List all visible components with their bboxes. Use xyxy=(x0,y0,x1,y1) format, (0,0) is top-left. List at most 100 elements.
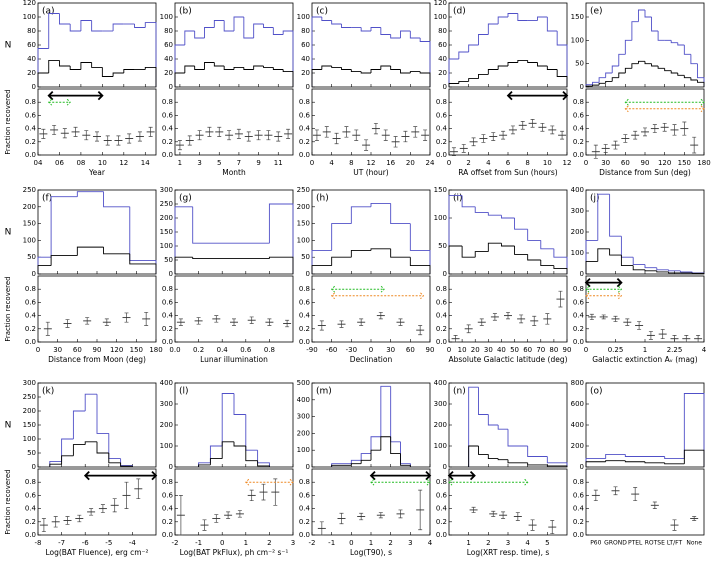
y-axis-label: N xyxy=(5,228,12,238)
hist-step xyxy=(527,229,541,241)
fraction-tick-label: 0.6 xyxy=(162,298,174,306)
x-tick-label: 16 xyxy=(386,159,395,167)
hist-step xyxy=(468,445,479,467)
hist-step xyxy=(263,66,274,68)
fraction-tick-label: 0.6 xyxy=(436,298,448,306)
y-tick-label: 400 xyxy=(571,186,584,194)
hist-step xyxy=(233,393,246,415)
fraction-tick-label: 0.6 xyxy=(162,111,174,119)
x-tick-label: 60 xyxy=(621,159,630,167)
hist-step xyxy=(96,394,109,434)
x-tick-label: 3 xyxy=(197,159,201,167)
fraction-tick-label: 0.6 xyxy=(25,111,37,119)
fraction-frame xyxy=(311,468,431,536)
hist-step xyxy=(253,23,264,38)
fraction-tick-label: 0.0 xyxy=(299,338,310,346)
fraction-tick-label: 0.4 xyxy=(162,125,174,133)
hist-step xyxy=(370,248,391,251)
hist-step xyxy=(474,251,489,258)
hist-step xyxy=(657,66,665,69)
hist-step xyxy=(644,461,665,464)
fraction-tick-label: 0.4 xyxy=(25,125,37,133)
y-tick-label: 0 xyxy=(580,270,584,278)
hist-step xyxy=(120,462,133,467)
hist-step xyxy=(360,453,371,461)
range-arrow xyxy=(624,105,705,113)
x-tick-label: -7 xyxy=(58,539,65,547)
x-tick-label: 9 xyxy=(256,159,260,167)
y-tick-label: 100 xyxy=(23,13,36,21)
x-tick-label: -6 xyxy=(82,539,90,547)
hist-step xyxy=(192,206,270,244)
x-tick-label: 0.8 xyxy=(264,346,275,354)
hist-frame xyxy=(311,189,431,275)
fraction-tick-label: 0.6 xyxy=(573,491,585,499)
hist-step xyxy=(585,458,606,467)
fraction-tick-label: 0.0 xyxy=(162,531,173,539)
fraction-tick-label: 0.2 xyxy=(162,138,173,146)
x-tick-label: 20 xyxy=(471,346,480,354)
hist-step xyxy=(514,246,528,255)
hist-step xyxy=(370,202,391,207)
hist-step xyxy=(537,62,548,67)
hist-step xyxy=(84,393,97,411)
x-tick-label: 90 xyxy=(426,346,435,354)
hist-step xyxy=(487,212,502,216)
hist-step xyxy=(409,223,431,274)
hist-step xyxy=(380,385,391,437)
range-arrow xyxy=(48,98,71,106)
y-tick-label: 100 xyxy=(160,13,173,21)
panel-label: (b) xyxy=(179,7,192,17)
range-arrow xyxy=(585,292,623,300)
x-tick-label: -1 xyxy=(328,539,335,547)
y-tick-label: 400 xyxy=(160,379,173,387)
hist-step xyxy=(691,272,705,274)
hist-step xyxy=(478,387,489,415)
hist-frame xyxy=(448,382,568,468)
x-tick-label: 2.25 xyxy=(667,346,683,354)
fraction-tick-label: 0.6 xyxy=(573,111,585,119)
hist-step xyxy=(668,271,681,274)
hist-step xyxy=(598,77,606,83)
y-tick-label: 100 xyxy=(571,249,584,257)
x-tick-label: 0 xyxy=(584,159,588,167)
hist-step xyxy=(585,85,593,87)
fraction-frame xyxy=(448,275,568,343)
fraction-tick-label: 0.4 xyxy=(162,312,174,320)
fraction-tick-label: 0.0 xyxy=(436,338,447,346)
hist-step xyxy=(609,248,622,256)
hist-step xyxy=(390,248,411,258)
fraction-tick-label: 0.2 xyxy=(299,325,310,333)
fraction-frame xyxy=(585,275,705,343)
hist-step xyxy=(507,13,518,17)
hist-step xyxy=(631,21,639,41)
fraction-tick-label: 0.8 xyxy=(25,285,36,293)
hist-frame xyxy=(585,382,705,468)
fraction-tick-label: 0.4 xyxy=(436,312,448,320)
hist-step xyxy=(670,40,678,44)
hist-frame xyxy=(37,189,157,275)
y-axis-label: N xyxy=(5,421,12,431)
y-tick-label: 40 xyxy=(164,55,173,63)
hist-step xyxy=(448,83,459,87)
hist-step xyxy=(497,65,508,70)
panel-label: (i) xyxy=(453,194,463,204)
hist-frame xyxy=(448,189,568,275)
y-tick-label: 50 xyxy=(27,449,36,457)
hist-step xyxy=(243,17,254,39)
fraction-tick-label: 0.6 xyxy=(299,298,311,306)
x-tick-label: 3 xyxy=(408,539,412,547)
x-axis-label: Distance from Moon (deg) xyxy=(48,355,146,364)
x-tick-label: 4 xyxy=(329,159,334,167)
x-axis-label: Log(BAT Fluence), erg cm⁻² xyxy=(45,548,148,557)
x-tick-label: 3 xyxy=(506,539,510,547)
y-tick-label: 100 xyxy=(160,442,173,450)
hist-step xyxy=(80,20,92,31)
hist-step xyxy=(233,66,244,70)
hist-step xyxy=(585,239,598,274)
panel-label: (k) xyxy=(42,387,54,397)
hist-step xyxy=(76,191,104,197)
hist-step xyxy=(69,66,81,70)
hist-frame xyxy=(37,2,157,88)
